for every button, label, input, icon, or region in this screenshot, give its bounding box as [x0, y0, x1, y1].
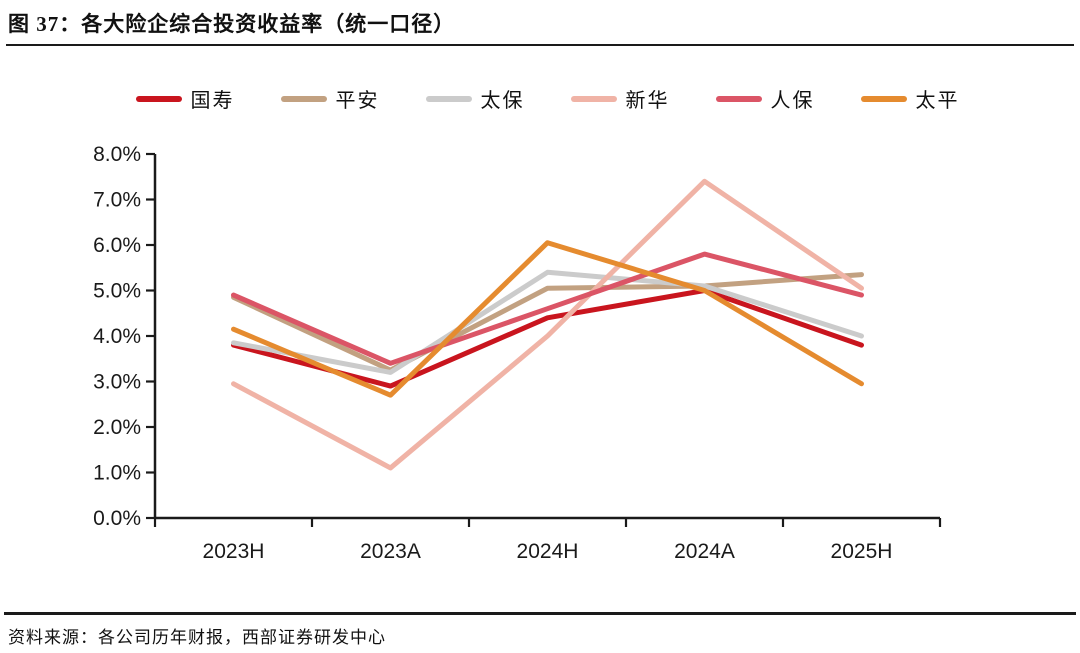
- legend-item: 太平: [860, 84, 960, 113]
- legend-swatch-icon: [860, 95, 907, 102]
- x-axis-label: 2024H: [517, 540, 579, 563]
- x-axis-label: 2024A: [674, 540, 735, 563]
- y-axis-label: 6.0%: [93, 234, 141, 257]
- x-axis-label: 2025H: [831, 540, 893, 563]
- legend-swatch-icon: [570, 95, 617, 102]
- series-line-新华: [231, 178, 864, 471]
- chart-legend: 国寿 平安 太保 新华 人保 太平: [135, 84, 958, 113]
- footer-divider: [4, 612, 1076, 615]
- y-axis-label: 2.0%: [93, 416, 141, 439]
- legend-swatch-icon: [280, 95, 327, 102]
- legend-label: 太保: [480, 90, 525, 112]
- legend-item: 国寿: [135, 84, 235, 113]
- title-divider: [6, 44, 1074, 46]
- y-axis-label: 0.0%: [93, 507, 141, 530]
- legend-swatch-icon: [715, 95, 762, 102]
- legend-label: 太平: [915, 90, 960, 112]
- y-axis-label: 4.0%: [93, 325, 141, 348]
- legend-swatch-icon: [425, 95, 472, 102]
- legend-label: 平安: [335, 90, 380, 112]
- figure-title: 图 37：各大险企综合投资收益率（统一口径）: [8, 12, 456, 36]
- legend-swatch-icon: [135, 95, 182, 102]
- series-line-人保: [231, 251, 864, 366]
- series-line-太保: [231, 269, 864, 375]
- line-chart: 0.0% 1.0% 2.0% 3.0% 4.0% 5.0% 6.0% 7.0% 8.0% 2023…: [93, 143, 942, 563]
- legend-label: 新华: [625, 90, 670, 112]
- legend-item: 太保: [425, 84, 525, 113]
- legend-label: 人保: [770, 90, 815, 112]
- legend-item: 人保: [715, 84, 815, 113]
- y-axis-label: 3.0%: [93, 371, 141, 394]
- y-axis-label: 7.0%: [93, 189, 141, 212]
- legend-label: 国寿: [190, 90, 235, 112]
- x-axis-label: 2023A: [360, 540, 421, 563]
- legend-item: 新华: [570, 84, 670, 113]
- y-axis-label: 8.0%: [93, 143, 141, 166]
- y-axis-label: 5.0%: [93, 280, 141, 303]
- legend-item: 平安: [280, 84, 380, 113]
- source-note: 资料来源：各公司历年财报，西部证券研发中心: [8, 628, 386, 647]
- x-axis-label: 2023H: [203, 540, 265, 563]
- y-axis-label: 1.0%: [93, 462, 141, 485]
- series-line-太平: [231, 240, 864, 398]
- series-line-平安: [231, 272, 864, 373]
